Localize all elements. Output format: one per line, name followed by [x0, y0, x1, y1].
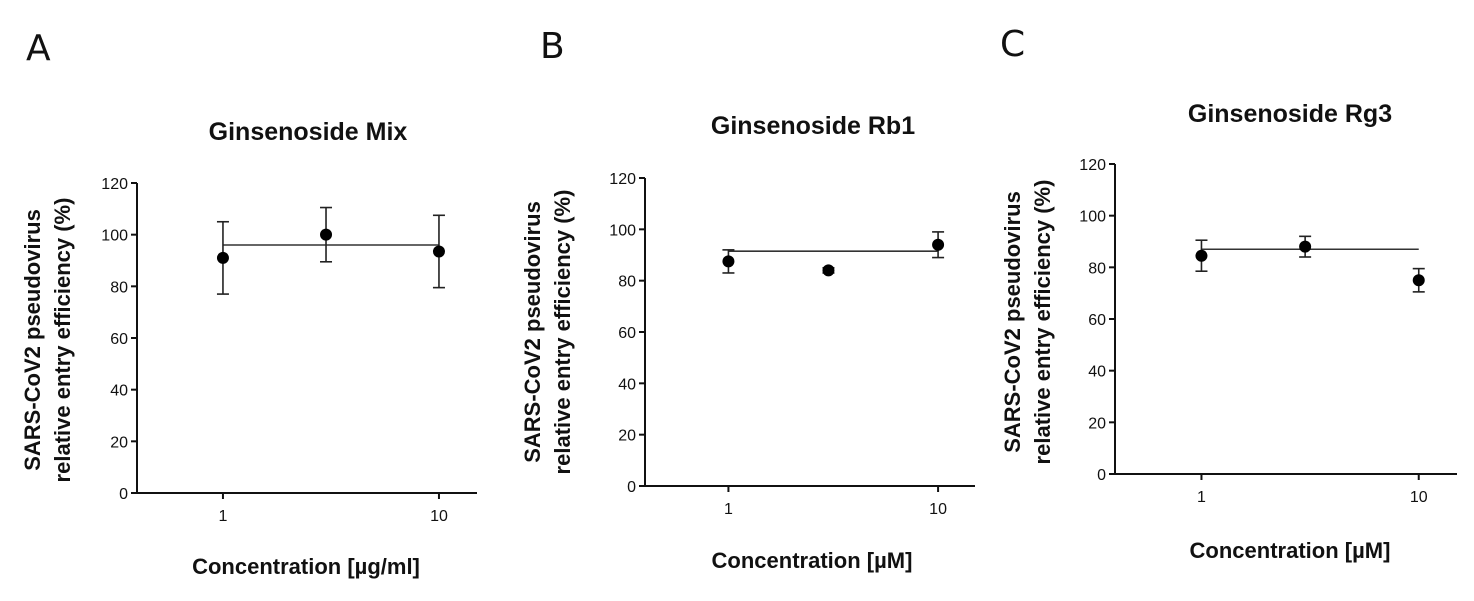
y-axis-label-line2: relative entry efficiency (%) — [550, 190, 575, 475]
chart-a-svg: A Ginsenoside Mix SARS-CoV2 pseudovirus … — [20, 28, 477, 579]
data-point — [932, 238, 945, 251]
y-tick-label: 0 — [119, 486, 128, 503]
y-tick-label: 20 — [618, 428, 636, 445]
x-tick-label: 10 — [929, 501, 947, 518]
x-tick-label: 10 — [1410, 489, 1428, 506]
data-point — [1195, 249, 1208, 262]
y-axis-label-line1: SARS-CoV2 pseudovirus — [1000, 191, 1025, 453]
chart-title: Ginsenoside Rg3 — [1188, 100, 1392, 128]
y-tick-label: 20 — [110, 434, 128, 451]
panel-letter: A — [26, 28, 51, 69]
data-point — [822, 264, 835, 277]
y-tick-label: 100 — [609, 222, 636, 239]
y-tick-label: 120 — [101, 176, 128, 193]
y-tick-label: 40 — [110, 383, 128, 400]
y-axis-label-line2: relative entry efficiency (%) — [50, 198, 75, 483]
chart-title: Ginsenoside Rb1 — [711, 112, 915, 140]
panel-a: A Ginsenoside Mix SARS-CoV2 pseudovirus … — [0, 0, 490, 601]
chart-c-svg: C Ginsenoside Rg3 SARS-CoV2 pseudovirus … — [1000, 24, 1457, 563]
plot-area: 0 20 40 60 80 100 120 1 10 — [101, 176, 477, 525]
y-tick-label: 20 — [1088, 415, 1106, 432]
y-tick-label: 80 — [618, 274, 636, 291]
data-point — [1299, 240, 1312, 253]
data-point — [1412, 274, 1425, 287]
y-axis-label: SARS-CoV2 pseudovirus relative entry eff… — [1000, 180, 1055, 465]
y-axis-label-line1: SARS-CoV2 pseudovirus — [520, 201, 545, 463]
x-tick-label: 10 — [430, 508, 448, 525]
panel-letter: B — [540, 26, 565, 67]
y-tick-label: 80 — [1088, 260, 1106, 277]
plot-area: 0 20 40 60 80 100 120 1 10 — [1079, 157, 1457, 506]
panel-c: C Ginsenoside Rg3 SARS-CoV2 pseudovirus … — [980, 0, 1474, 601]
y-tick-label: 120 — [1079, 157, 1106, 174]
panel-b: B Ginsenoside Rb1 SARS-CoV2 pseudovirus … — [490, 0, 980, 601]
y-tick-label: 40 — [1088, 364, 1106, 381]
data-point — [432, 245, 445, 258]
x-axis-label: Concentration [µg/ml] — [192, 554, 420, 579]
y-axis-label-line1: SARS-CoV2 pseudovirus — [20, 209, 45, 471]
y-tick-label: 0 — [1097, 467, 1106, 484]
data-point — [320, 228, 333, 241]
y-tick-label: 60 — [1088, 312, 1106, 329]
y-tick-label: 120 — [609, 171, 636, 188]
y-tick-label: 60 — [618, 325, 636, 342]
y-axis-label: SARS-CoV2 pseudovirus relative entry eff… — [520, 190, 575, 475]
chart-b-svg: B Ginsenoside Rb1 SARS-CoV2 pseudovirus … — [520, 26, 975, 573]
x-tick-label: 1 — [219, 508, 228, 525]
panel-letter: C — [1000, 24, 1025, 65]
y-axis-label: SARS-CoV2 pseudovirus relative entry eff… — [20, 198, 75, 483]
y-tick-label: 40 — [618, 376, 636, 393]
y-tick-label: 100 — [101, 228, 128, 245]
y-axis-label-line2: relative entry efficiency (%) — [1030, 180, 1055, 465]
y-tick-label: 0 — [627, 479, 636, 496]
y-tick-label: 60 — [110, 331, 128, 348]
plot-area: 0 20 40 60 80 100 120 1 10 — [609, 171, 975, 518]
data-point — [216, 251, 229, 264]
x-axis-label: Concentration [µM] — [712, 548, 913, 573]
x-tick-label: 1 — [724, 501, 733, 518]
y-tick-label: 80 — [110, 279, 128, 296]
data-point — [722, 255, 735, 268]
y-tick-label: 100 — [1079, 209, 1106, 226]
x-axis-label: Concentration [µM] — [1190, 538, 1391, 563]
chart-title: Ginsenoside Mix — [209, 118, 408, 146]
x-tick-label: 1 — [1197, 489, 1206, 506]
